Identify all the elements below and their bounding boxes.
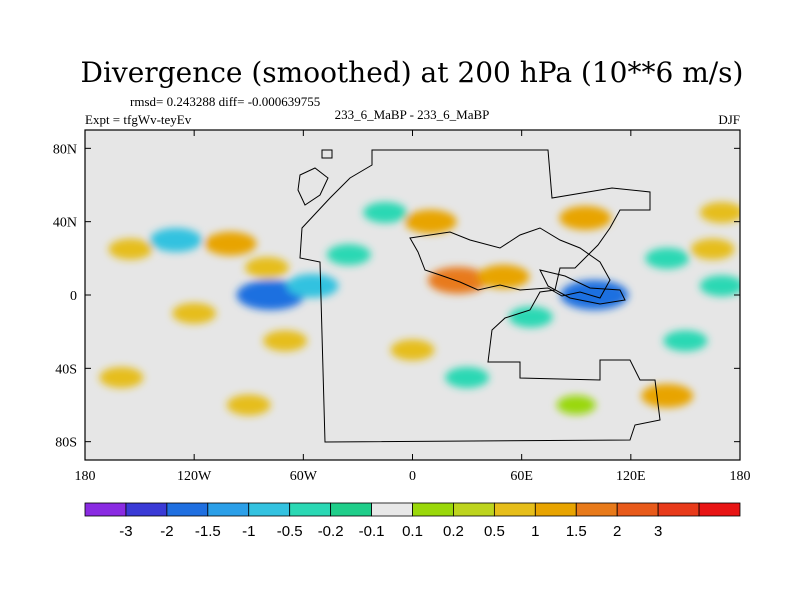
divergence-blob-6: [326, 244, 371, 266]
divergence-blob-20: [445, 367, 490, 388]
colorbar-label: -0.2: [318, 523, 344, 540]
x-tick-label: 60E: [510, 469, 533, 484]
y-tick-label: 80N: [53, 142, 77, 157]
europe-asia-coastline: [297, 149, 626, 305]
divergence-blob-11: [508, 306, 553, 328]
stats-line: rmsd= 0.243288 diff= -0.000639755: [130, 94, 320, 109]
divergence-core-9: [441, 272, 475, 288]
y-tick-label: 80S: [55, 436, 77, 451]
divergence-core-8: [416, 215, 445, 229]
y-axis: 80N 40N 0 40S 80S: [53, 142, 740, 451]
divergence-blob-3: [244, 257, 289, 278]
colorbar: -3 -2 -1.5 -1 -0.5 -0.2 -0.1 0.1 0.2 0.5 1 1.5 2 3: [84, 502, 741, 540]
colorbar-swatch: [207, 502, 250, 517]
divergence-blob-22: [663, 330, 708, 352]
africa-coastline: [299, 149, 661, 443]
divergence-field: [99, 202, 740, 416]
divergence-core-2: [216, 237, 245, 251]
divergence-blob-14: [645, 247, 690, 269]
y-tick-label: 40S: [55, 362, 77, 377]
x-tick-label: 180: [730, 469, 751, 484]
colorbar-swatch: [248, 502, 291, 517]
colorbar-label: 1: [531, 523, 539, 540]
experiment-label: Expt = tfgWv-teyEv: [85, 112, 192, 127]
divergence-blob-19: [390, 339, 435, 361]
divergence-core-10: [489, 270, 518, 284]
colorbar-swatch: [453, 502, 495, 517]
colorbar-label: -2: [160, 523, 173, 540]
divergence-blob-1: [108, 238, 153, 260]
colorbar-swatch: [125, 502, 168, 517]
colorbar-swatch: [371, 502, 413, 517]
divergence-core-21: [652, 389, 682, 403]
x-tick-label: 0: [409, 469, 416, 484]
map-plot-area: 180 120W 60W 0 60E 120E 180 80N 40N 0 40S 80S: [53, 129, 751, 484]
colorbar-swatch: [616, 502, 659, 517]
colorbar-label: -1.5: [195, 523, 221, 540]
divergence-core-4: [251, 286, 290, 304]
x-tick-label: 60W: [290, 469, 318, 484]
x-tick-label: 120E: [616, 469, 646, 484]
season-label: DJF: [718, 112, 740, 127]
colorbar-label: 3: [654, 523, 662, 540]
divergence-blob-15: [690, 238, 735, 260]
divergence-core-12: [571, 211, 600, 225]
colorbar-label: 1.5: [566, 523, 587, 540]
divergence-blob-24: [226, 394, 271, 416]
x-tick-label: 120W: [177, 469, 212, 484]
colorbar-swatch: [330, 502, 372, 517]
colorbar-swatch: [84, 502, 127, 517]
y-tick-label: 0: [70, 289, 77, 304]
divergence-blob-16: [699, 202, 740, 223]
colorbar-label: 0.5: [484, 523, 505, 540]
colorbar-swatch: [412, 502, 454, 517]
colorbar-label: -1: [242, 523, 255, 540]
divergence-core-5: [298, 279, 327, 293]
x-tick-label: 180: [75, 469, 96, 484]
divergence-blob-26: [699, 275, 740, 297]
colorbar-label: -3: [119, 523, 132, 540]
colorbar-swatch: [534, 502, 577, 517]
divergence-blob-17: [172, 302, 217, 324]
colorbar-label: -0.1: [359, 523, 385, 540]
plot-background: [85, 130, 740, 460]
colorbar-label: 0.2: [443, 523, 464, 540]
colorbar-swatch: [575, 502, 618, 517]
colorbar-swatch: [289, 502, 332, 517]
colorbar-swatch: [166, 502, 209, 517]
divergence-blob-7: [363, 202, 408, 223]
divergence-blob-23: [99, 367, 144, 388]
colorbar-label: 2: [613, 523, 621, 540]
colorbar-swatch: [698, 502, 741, 517]
colorbar-label: 0.1: [402, 523, 423, 540]
chart-title: Divergence (smoothed) at 200 hPa (10**6 …: [81, 56, 744, 89]
comparison-label: 233_6_MaBP - 233_6_MaBP: [335, 107, 490, 122]
colorbar-swatch: [493, 502, 536, 517]
colorbar-label: -0.5: [277, 523, 303, 540]
divergence-core-0: [161, 233, 191, 247]
x-axis: 180 120W 60W 0 60E 120E 180: [75, 130, 751, 484]
y-tick-label: 40N: [53, 216, 77, 231]
divergence-blob-25: [556, 395, 596, 415]
divergence-blob-18: [263, 330, 308, 352]
colorbar-swatch: [657, 502, 700, 517]
